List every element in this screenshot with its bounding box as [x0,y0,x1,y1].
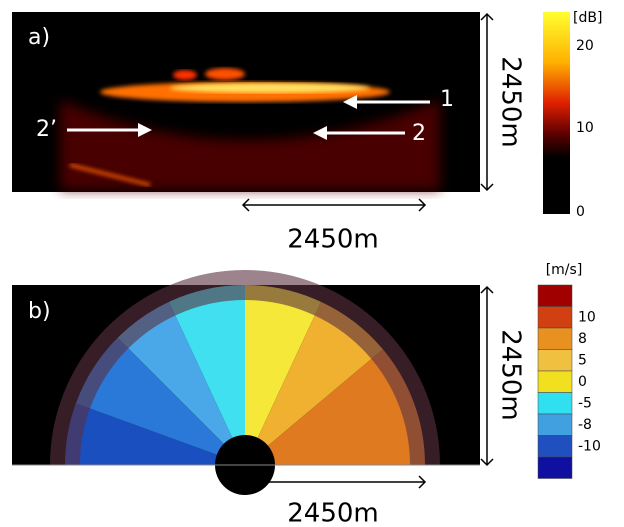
colorbar-tick: -5 [578,395,592,411]
wedge [245,349,425,465]
colorbar-cell [537,306,573,329]
colorbar-tick: 20 [576,38,594,54]
wedge [245,301,383,465]
annotation: 1 [440,87,454,112]
scale-label: 2450m [496,329,526,421]
velocity-fan [12,270,480,495]
colorbar [537,284,573,479]
panel-label: a) [28,25,50,50]
noise-ring [50,270,440,466]
colorbar-tick: -8 [578,417,592,433]
colorbar-tick: 10 [576,120,594,136]
colorbar-cell [537,435,573,458]
scale-label: 2450m [287,499,379,527]
colorbar-cell [537,413,573,436]
scale-label: 2450m [496,56,526,148]
arrows [67,95,430,140]
wedge [117,301,245,465]
scale-label: 2450m [287,225,379,255]
colorbar-cell [537,370,573,393]
colorbar-cell [537,456,573,479]
wedge [65,403,245,465]
annotation: 2 [412,121,426,146]
annotation: 2’ [36,117,57,142]
scale-arrows [241,12,494,212]
colorbar-cell [537,284,573,307]
colorbar-cell [537,327,573,350]
colorbar-cell [537,349,573,372]
colorbar-tick: -10 [578,438,601,454]
colorbar-unit: [dB] [573,10,602,26]
colorbar-tick: 8 [578,331,587,347]
echo [60,68,440,190]
wedge [245,285,322,465]
wedge [168,285,245,465]
colorbar-cell [537,392,573,415]
colorbar-tick: 0 [576,204,585,220]
colorbar-tick: 10 [578,309,596,325]
colorbar-unit: [m/s] [546,262,583,278]
scale-arrows [241,285,494,489]
colorbar-tick: 0 [578,374,587,390]
wedge [75,337,245,465]
colorbar-tick: 5 [578,352,587,368]
panel-label: b) [28,299,51,324]
colorbar [543,12,570,214]
